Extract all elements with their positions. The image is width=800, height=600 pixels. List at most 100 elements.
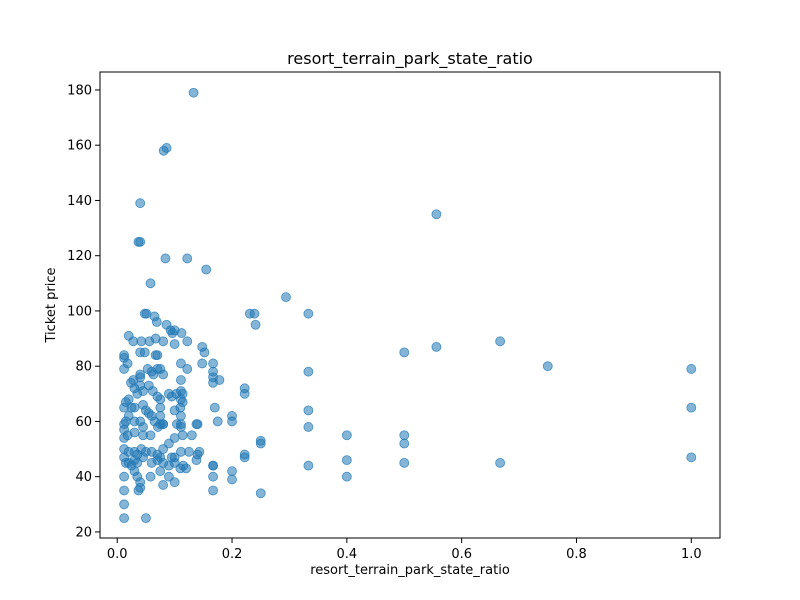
data-point: [177, 388, 188, 399]
data-point: [135, 236, 146, 247]
y-tick-label: 40: [75, 470, 92, 485]
data-point: [145, 430, 156, 441]
y-tick-label: 160: [67, 139, 92, 154]
data-point: [303, 366, 314, 377]
data-point: [209, 402, 220, 413]
data-point: [177, 397, 188, 407]
data-point: [129, 427, 140, 438]
data-point: [227, 466, 237, 477]
data-point: [542, 361, 553, 372]
data-point: [181, 463, 192, 474]
data-point: [151, 317, 162, 327]
data-point: [495, 457, 506, 468]
x-tick-label: 1.0: [681, 547, 702, 562]
data-point: [182, 336, 193, 347]
data-point: [177, 430, 188, 441]
data-point: [176, 328, 187, 338]
x-tick-label: 0.6: [451, 547, 472, 562]
data-point: [155, 394, 166, 405]
data-point: [208, 485, 218, 496]
data-point: [191, 455, 202, 466]
data-point: [399, 457, 410, 468]
data-point: [138, 452, 148, 463]
data-point: [239, 388, 250, 399]
data-point: [155, 466, 166, 477]
data-point: [160, 253, 171, 264]
data-point: [139, 347, 150, 358]
data-point: [192, 419, 203, 430]
data-point: [194, 446, 205, 457]
data-point: [431, 341, 442, 352]
data-point: [145, 278, 156, 289]
data-point: [188, 87, 199, 98]
data-point: [341, 471, 352, 482]
data-point: [152, 364, 163, 374]
data-point: [249, 308, 260, 319]
data-point: [341, 455, 352, 466]
y-tick-label: 100: [67, 304, 92, 319]
data-point: [135, 198, 146, 209]
data-point: [303, 308, 314, 319]
data-point: [145, 471, 156, 482]
data-point: [303, 422, 314, 432]
data-point: [133, 485, 144, 496]
data-point: [141, 513, 151, 524]
data-point: [143, 408, 154, 419]
data-point: [176, 375, 186, 385]
plot-area-frame: [99, 71, 721, 539]
data-point: [158, 480, 169, 490]
data-point: [399, 347, 410, 358]
y-tick-label: 60: [75, 415, 92, 430]
data-point: [186, 430, 197, 441]
data-point: [119, 402, 130, 413]
data-point: [158, 336, 169, 347]
data-point: [255, 438, 266, 449]
data-point: [119, 513, 130, 524]
data-point: [281, 292, 291, 303]
data-point: [176, 411, 186, 421]
y-tick-label: 120: [67, 249, 92, 264]
data-point: [399, 438, 410, 449]
data-point: [155, 402, 166, 413]
points-layer: [119, 87, 697, 524]
data-point: [686, 364, 697, 374]
data-point: [431, 209, 442, 220]
data-point: [208, 471, 218, 482]
data-point: [129, 402, 140, 413]
data-point: [239, 452, 250, 463]
x-tick-label: 0.4: [337, 547, 358, 562]
data-point: [176, 358, 186, 369]
data-point: [169, 339, 180, 349]
data-point: [119, 364, 130, 374]
data-point: [686, 402, 697, 413]
data-point: [227, 416, 237, 427]
x-tick-label: 0.2: [222, 547, 243, 562]
data-point: [119, 471, 130, 482]
data-point: [199, 347, 210, 358]
y-tick-label: 180: [67, 83, 92, 98]
chart-title: resort_terrain_park_state_ratio: [287, 49, 533, 69]
ticks-layer: 0.0 0.2 0.4 0.6 0.8 1.0 20 40 60 80 100 120 140 160 18…: [67, 83, 701, 562]
x-tick-label: 0.0: [107, 547, 128, 562]
data-point: [182, 253, 193, 264]
y-tick-label: 80: [75, 360, 92, 375]
data-point: [399, 430, 410, 441]
x-tick-label: 0.8: [566, 547, 587, 562]
y-axis-label: Ticket price: [44, 268, 59, 344]
data-point: [686, 452, 697, 463]
data-point: [184, 446, 194, 457]
data-point: [303, 405, 314, 416]
data-point: [169, 433, 180, 443]
data-point: [158, 419, 169, 430]
data-point: [495, 336, 506, 347]
data-point: [119, 485, 130, 496]
data-point: [227, 474, 237, 485]
data-point: [169, 477, 180, 488]
data-point: [119, 433, 130, 443]
x-axis-label: resort_terrain_park_state_ratio: [310, 563, 510, 578]
data-point: [208, 358, 218, 369]
y-tick-label: 140: [67, 194, 92, 209]
